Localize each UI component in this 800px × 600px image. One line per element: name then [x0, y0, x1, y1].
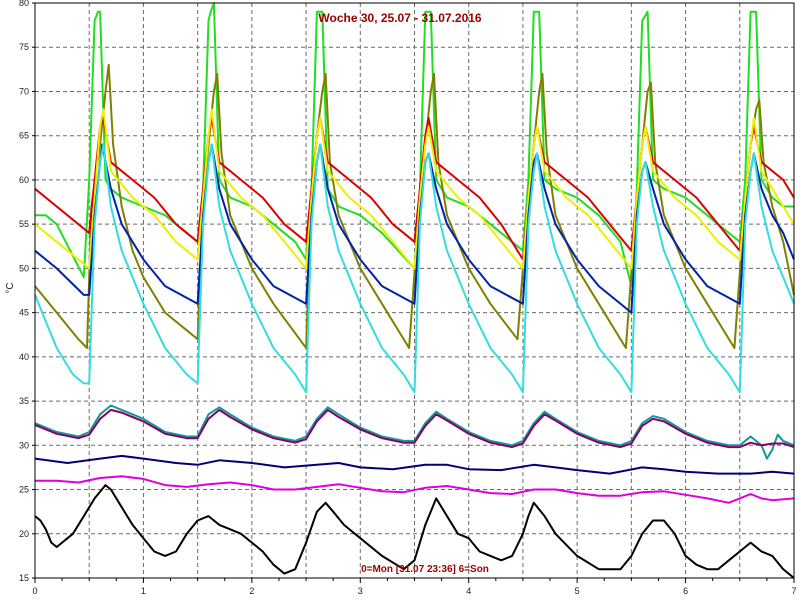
- series-line-7: [34, 404, 795, 460]
- y-tick-label: 40: [19, 352, 29, 362]
- y-tick-label: 50: [19, 263, 29, 273]
- series-line-6: [34, 143, 795, 394]
- y-tick-label: 55: [19, 219, 29, 229]
- chart-title: Woche 30, 25.07 - 31.07.2016: [318, 11, 482, 25]
- x-tick-label: 4: [466, 586, 471, 596]
- x-tick-label: 3: [358, 586, 363, 596]
- y-tick-label: 70: [19, 86, 29, 96]
- series-line-11: [34, 484, 795, 579]
- y-tick-label: 45: [19, 308, 29, 318]
- x-tick-label: 6: [683, 586, 688, 596]
- y-tick-label: 80: [19, 0, 29, 8]
- y-tick-label: 30: [19, 440, 29, 450]
- x-tick-label: 7: [791, 586, 796, 596]
- x-tick-label: 5: [575, 586, 580, 596]
- series-layer: [34, 2, 795, 579]
- y-tick-label: 25: [19, 485, 29, 495]
- y-axis-label: °C: [5, 282, 16, 293]
- y-tick-label: 60: [19, 175, 29, 185]
- x-tick-label: 0: [32, 586, 37, 596]
- y-tick-label: 65: [19, 131, 29, 141]
- series-line-8: [34, 408, 795, 449]
- y-tick-label: 35: [19, 396, 29, 406]
- series-line-9: [34, 454, 795, 475]
- chart-footer: 0=Mon [31.07 23:36] 6=Son: [361, 564, 489, 575]
- y-tick-label: 20: [19, 529, 29, 539]
- x-tick-label: 2: [249, 586, 254, 596]
- series-line-4: [34, 108, 795, 270]
- y-tick-label: 75: [19, 42, 29, 52]
- x-tick-label: 1: [141, 586, 146, 596]
- y-tick-label: 15: [19, 573, 29, 583]
- series-line-10: [35, 475, 795, 504]
